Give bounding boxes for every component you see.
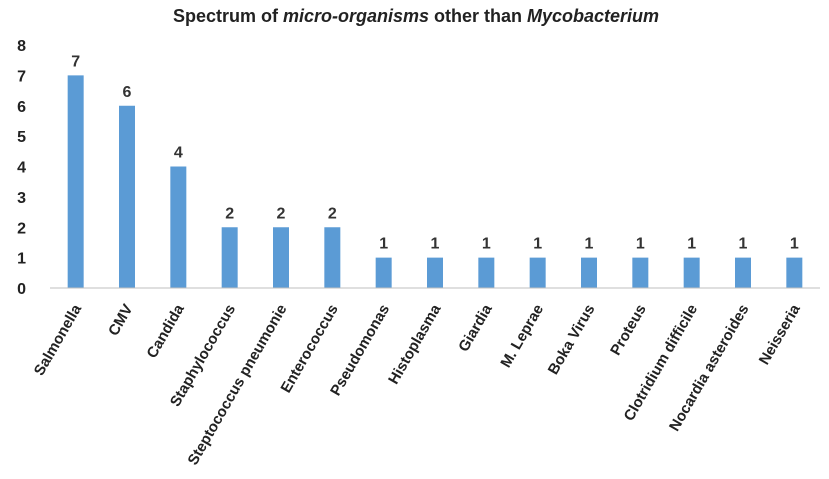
chart-title-part: Spectrum of (173, 6, 283, 26)
bar (786, 257, 803, 288)
y-tick-label: 4 (17, 160, 26, 177)
chart-title-part: Mycobacterium (527, 6, 659, 26)
data-label: 2 (328, 205, 337, 222)
chart-title-part: other than (429, 6, 527, 26)
bar (632, 257, 649, 288)
bar (170, 166, 187, 288)
bar (427, 257, 443, 288)
bar (324, 227, 341, 288)
bar (735, 257, 751, 288)
y-tick-label: 7 (17, 68, 26, 85)
y-tick-label: 8 (17, 38, 26, 55)
y-tick-label: 3 (17, 190, 26, 207)
data-label: 2 (277, 205, 286, 222)
x-category-label: Giardia (455, 301, 496, 355)
data-label: 1 (687, 236, 696, 253)
x-category-label: Candida (143, 301, 188, 361)
y-tick-label: 2 (17, 220, 26, 237)
bar (273, 227, 289, 288)
x-category-label: Boka Virus (545, 302, 599, 378)
x-category-label: Histoplasma (385, 301, 445, 387)
x-category-label: CMV (105, 302, 136, 339)
y-tick-label: 5 (17, 129, 26, 146)
bar (529, 257, 546, 288)
data-label: 7 (71, 53, 80, 70)
data-label: 1 (431, 236, 440, 253)
x-category-label: Neisseria (756, 301, 804, 368)
data-label: 4 (174, 145, 183, 162)
data-label: 1 (482, 236, 491, 253)
data-labels: 7 6 4 2 2 2 1 1 1 1 1 1 1 1 1 (71, 53, 799, 252)
bar (581, 257, 597, 288)
y-tick-label: 6 (17, 99, 26, 116)
bars (67, 75, 803, 288)
data-label: 1 (533, 236, 542, 253)
x-category-label: M. Leprae (497, 302, 547, 371)
data-label: 2 (225, 205, 234, 222)
y-axis: 0 1 2 3 4 5 6 7 8 (17, 38, 26, 298)
data-label: 1 (790, 236, 799, 253)
x-category-label: Steptococcus pneumonie (184, 302, 290, 469)
y-tick-label: 0 (17, 281, 26, 298)
bar (67, 75, 84, 288)
chart-title-part: micro-organisms (283, 6, 429, 26)
x-category-label: Salmonella (31, 301, 86, 379)
data-label: 1 (379, 236, 388, 253)
bar (478, 257, 495, 288)
data-label: 1 (739, 236, 748, 253)
x-axis-labels: Salmonella CMV CandidaStaphylococcusStepto… (31, 301, 804, 468)
chart-title: Spectrum of micro-organisms other than M… (173, 6, 659, 26)
data-label: 6 (123, 84, 132, 101)
bar (221, 227, 238, 288)
bar (683, 257, 700, 288)
bar (375, 257, 392, 288)
y-tick-label: 1 (17, 251, 26, 268)
data-label: 1 (585, 236, 594, 253)
data-label: 1 (636, 236, 645, 253)
bar (119, 105, 135, 288)
x-category-label: Proteus (607, 302, 650, 359)
